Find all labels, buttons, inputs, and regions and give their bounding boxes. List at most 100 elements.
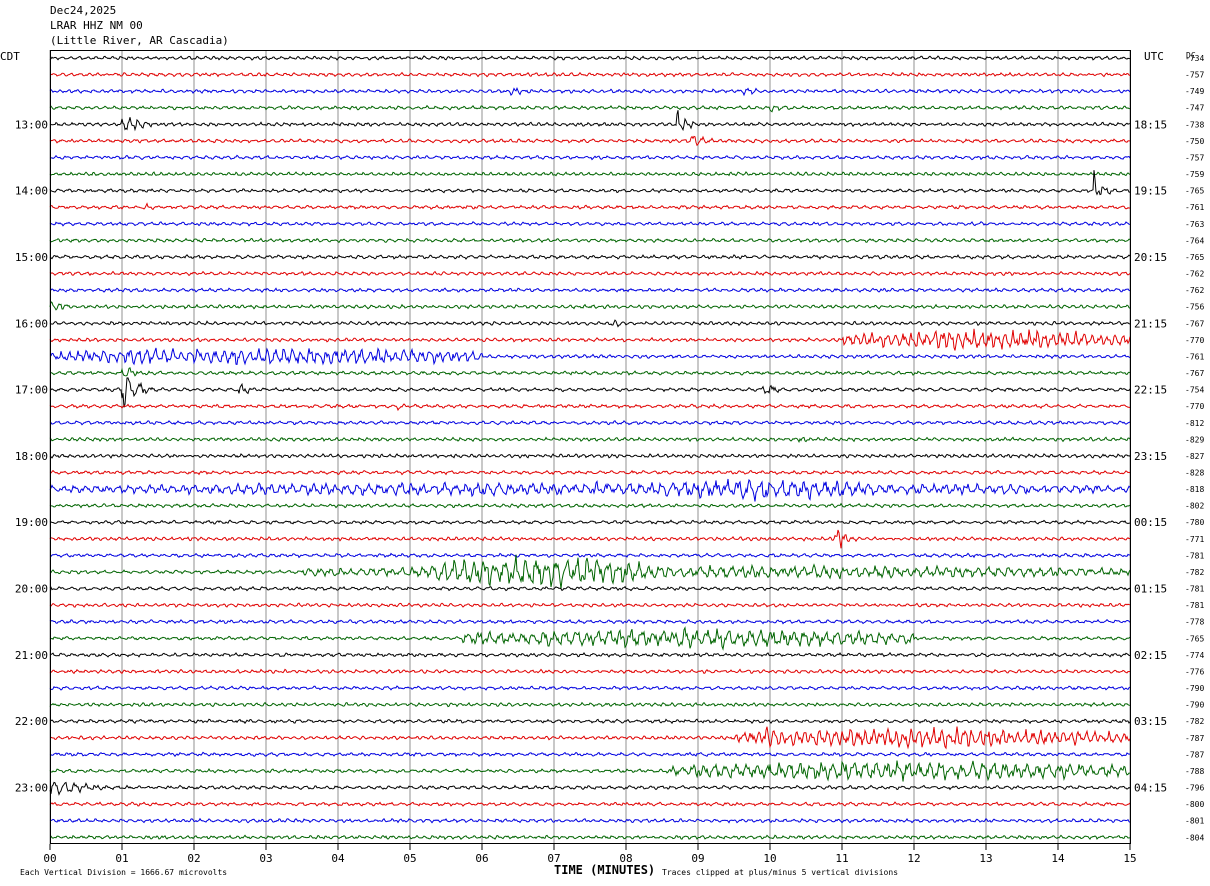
seismic-trace <box>49 469 1131 476</box>
dc-offset-value: -782 <box>1185 568 1204 577</box>
seismic-trace <box>49 718 1131 725</box>
right-timezone-label: UTC <box>1144 50 1164 63</box>
dc-offset-value: -765 <box>1185 187 1204 196</box>
x-tick-label: 13 <box>979 852 992 865</box>
cdt-hour-label: 18:00 <box>15 450 48 463</box>
cdt-hour-label: 22:00 <box>15 715 48 728</box>
utc-hour-label: 19:15 <box>1134 185 1167 198</box>
dc-offset-value: -762 <box>1185 286 1204 295</box>
seismic-trace <box>49 202 1131 211</box>
dc-offset-value: -770 <box>1185 402 1204 411</box>
cdt-hour-label: 14:00 <box>15 185 48 198</box>
seismic-trace <box>49 270 1131 277</box>
seismic-trace <box>49 781 1131 796</box>
dc-offset-value: -761 <box>1185 352 1204 361</box>
x-tick-label: 02 <box>187 852 200 865</box>
cdt-hour-label: 17:00 <box>15 384 48 397</box>
seismic-trace <box>49 618 1131 625</box>
x-tick-label: 11 <box>835 852 848 865</box>
dc-offset-value: -787 <box>1185 734 1204 743</box>
dc-offset-value: -818 <box>1185 485 1204 494</box>
dc-offset-value: -762 <box>1185 270 1204 279</box>
x-tick-label: 00 <box>43 852 56 865</box>
seismic-trace <box>49 419 1131 426</box>
seismic-trace <box>49 668 1131 675</box>
dc-offset-value: -757 <box>1185 71 1204 80</box>
dc-offset-value: -767 <box>1185 319 1204 328</box>
dc-offset-value: -790 <box>1185 684 1204 693</box>
plot-frame <box>50 50 1131 844</box>
x-tick-label: 07 <box>547 852 560 865</box>
seismic-trace <box>49 347 1131 366</box>
footer-clipping-note: Traces clipped at plus/minus 5 vertical … <box>662 868 898 877</box>
seismic-trace <box>49 135 1130 147</box>
utc-hour-label: 18:15 <box>1134 118 1167 131</box>
seismic-trace <box>49 287 1131 294</box>
dc-offset-value: -738 <box>1185 120 1204 129</box>
dc-offset-value: -765 <box>1185 634 1204 643</box>
utc-hour-label: 23:15 <box>1134 450 1167 463</box>
seismic-trace <box>49 319 1131 328</box>
seismic-trace <box>49 554 1131 589</box>
seismic-trace <box>49 377 1131 408</box>
seismic-trace <box>49 585 1131 592</box>
x-tick-label: 03 <box>259 852 272 865</box>
x-tick-label: 05 <box>403 852 416 865</box>
seismic-trace <box>49 726 1131 750</box>
dc-offset-value: -747 <box>1185 104 1204 113</box>
record-date: Dec24,2025 <box>50 4 117 17</box>
seismic-trace <box>49 478 1131 502</box>
dc-offset-value: -787 <box>1185 750 1204 759</box>
left-timezone-label: CDT <box>0 50 20 63</box>
dc-offset-value: -781 <box>1185 585 1204 594</box>
dc-offset-labels: -734 -757 -749 -747 -738 -750 -757 -759 -765 -761… <box>1185 54 1204 842</box>
seismic-trace <box>49 817 1131 824</box>
dc-offset-value: -801 <box>1185 817 1204 826</box>
dc-offset-value: -734 <box>1185 54 1204 63</box>
dc-offset-value: -776 <box>1185 667 1204 676</box>
dc-offset-value: -767 <box>1185 369 1204 378</box>
seismic-trace <box>49 436 1131 444</box>
x-axis-title: TIME (MINUTES) <box>554 863 655 877</box>
dc-offset-value: -764 <box>1185 236 1204 245</box>
seismic-trace <box>50 71 1131 78</box>
dc-offset-value: -781 <box>1185 551 1204 560</box>
dc-offset-value: -778 <box>1185 618 1204 627</box>
x-tick-label: 09 <box>691 852 704 865</box>
seismic-trace <box>49 529 1131 549</box>
seismic-trace <box>49 751 1131 758</box>
seismic-trace <box>49 170 1131 196</box>
seismic-trace <box>49 367 1131 377</box>
utc-hour-label: 20:15 <box>1134 251 1167 264</box>
dc-offset-value: -780 <box>1185 518 1204 527</box>
seismic-trace <box>49 685 1131 691</box>
dc-offset-value: -757 <box>1185 153 1204 162</box>
seismic-trace <box>49 602 1131 608</box>
dc-offset-value: -749 <box>1185 87 1204 96</box>
dc-offset-value: -770 <box>1185 336 1204 345</box>
x-tick-label: 01 <box>115 852 128 865</box>
utc-hour-label: 22:15 <box>1134 384 1167 397</box>
dc-offset-value: -800 <box>1185 800 1204 809</box>
dc-offset-value: -765 <box>1185 253 1204 262</box>
x-tick-label: 10 <box>763 852 776 865</box>
dc-offset-value: -812 <box>1185 419 1204 428</box>
dc-offset-value: -788 <box>1185 767 1204 776</box>
dc-offset-value: -781 <box>1185 601 1204 610</box>
dc-offset-value: -828 <box>1185 469 1204 478</box>
x-tick-label: 14 <box>1051 852 1065 865</box>
seismic-trace <box>49 834 1130 841</box>
seismic-trace <box>49 626 1131 651</box>
seismic-trace <box>49 171 1131 177</box>
dc-offset-value: -771 <box>1185 535 1204 544</box>
seismic-trace <box>49 104 1131 113</box>
cdt-hour-label: 19:00 <box>15 516 48 529</box>
x-tick-label: 15 <box>1123 852 1136 865</box>
x-axis-ticks: 00 01 02 03 04 05 06 07 08 09 10 11 12 13 14 15 <box>43 844 1137 865</box>
x-tick-label: 06 <box>475 852 488 865</box>
seismic-trace <box>49 154 1131 161</box>
dc-offset-value: -804 <box>1185 833 1204 842</box>
dc-offset-value: -796 <box>1185 784 1204 793</box>
footer-vertical-division: Each Vertical Division = 1666.67 microvo… <box>20 868 227 877</box>
seismic-trace <box>49 403 1131 412</box>
